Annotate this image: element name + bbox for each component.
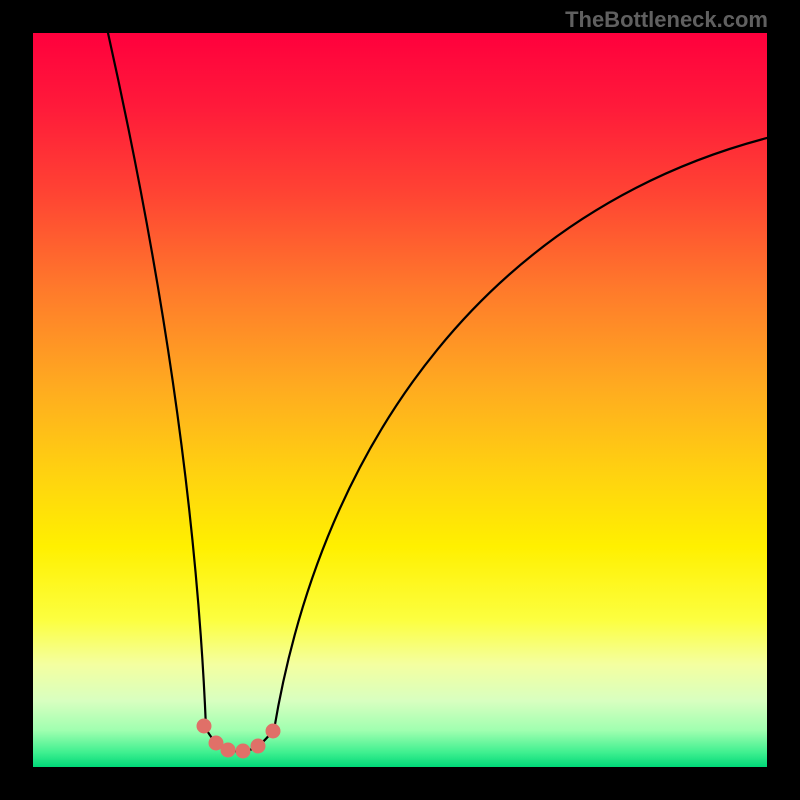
marker-point xyxy=(251,739,265,753)
watermark-text: TheBottleneck.com xyxy=(565,7,768,33)
bottleneck-chart xyxy=(33,33,767,767)
marker-point xyxy=(266,724,280,738)
chart-container: TheBottleneck.com xyxy=(0,0,800,800)
marker-point xyxy=(197,719,211,733)
marker-point xyxy=(221,743,235,757)
marker-point xyxy=(236,744,250,758)
